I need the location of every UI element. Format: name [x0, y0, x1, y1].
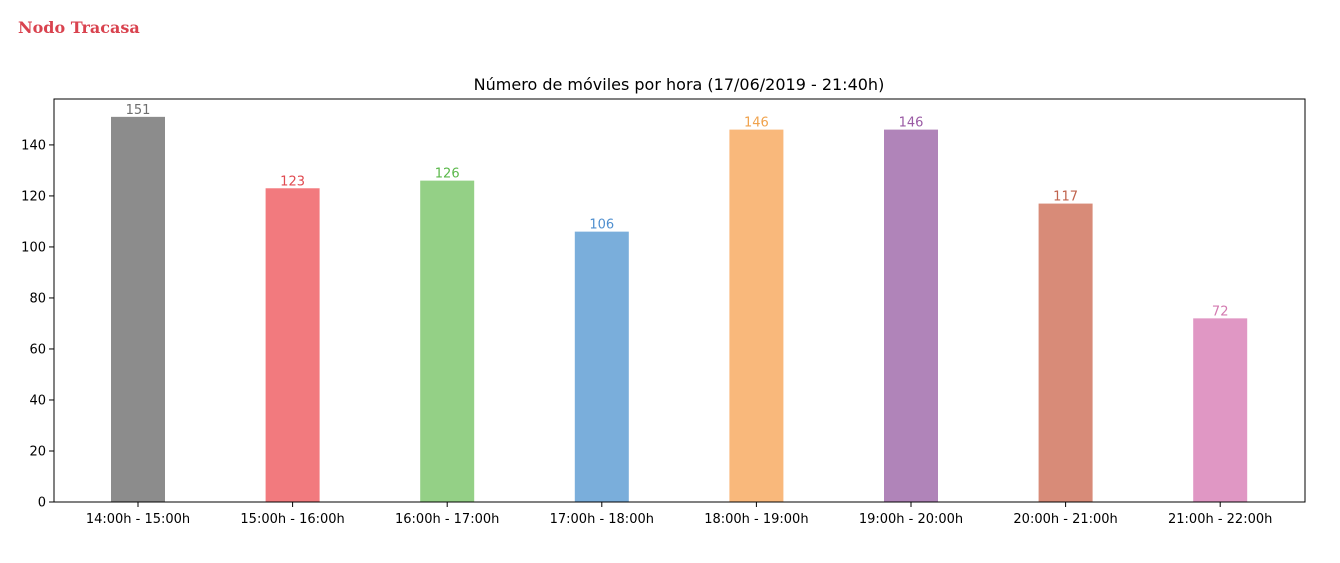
data-label-4: 106: [589, 218, 614, 233]
data-label-7: 117: [1053, 190, 1078, 205]
y-tick-label-2: 20: [29, 444, 46, 459]
x-tick-label-7: 20:00h - 21:00h: [1013, 512, 1117, 527]
data-label-6: 146: [899, 116, 924, 131]
bar-6: [884, 129, 938, 502]
data-label-3: 126: [435, 167, 460, 182]
x-tick-label-5: 18:00h - 19:00h: [704, 512, 808, 527]
plot-frame: [53, 98, 1306, 503]
y-tick-label-6: 100: [21, 240, 46, 255]
bars-group: [111, 116, 1248, 503]
bar-5: [729, 129, 784, 502]
data-label-2: 123: [280, 174, 305, 189]
y-tick-label-7: 120: [21, 189, 46, 204]
x-tick-label-1: 14:00h - 15:00h: [86, 512, 190, 527]
data-labels: 151 123 126 106 146 146 117 72: [126, 103, 1229, 320]
x-tick-label-4: 17:00h - 18:00h: [550, 512, 654, 527]
bar-3: [420, 180, 475, 503]
bar-8: [1193, 318, 1248, 502]
x-tick-label-2: 15:00h - 16:00h: [240, 512, 344, 527]
y-tick-label-4: 60: [29, 342, 46, 357]
bar-2: [265, 188, 320, 502]
x-tick-label-3: 16:00h - 17:00h: [395, 512, 499, 527]
y-axis: 0 20 40 60 80 100 120 140: [21, 138, 54, 511]
data-label-1: 151: [126, 103, 151, 118]
x-tick-label-6: 19:00h - 20:00h: [859, 512, 963, 527]
data-label-8: 72: [1212, 304, 1229, 319]
y-tick-label-1: 0: [38, 496, 46, 511]
bar-1: [111, 116, 165, 502]
y-tick-label-5: 80: [29, 291, 46, 306]
brand-title: Nodo Tracasa: [18, 18, 140, 37]
x-axis: 14:00h - 15:00h 15:00h - 16:00h 16:00h - 1…: [86, 502, 1272, 527]
x-tick-label-8: 21:00h - 22:00h: [1168, 512, 1272, 527]
chart-title: Número de móviles por hora (17/06/2019 -…: [474, 75, 885, 94]
y-tick-label-8: 140: [21, 138, 46, 153]
bar-7: [1038, 203, 1093, 503]
data-label-5: 146: [744, 116, 769, 131]
y-tick-label-3: 40: [29, 393, 46, 408]
bar-4: [574, 231, 629, 502]
